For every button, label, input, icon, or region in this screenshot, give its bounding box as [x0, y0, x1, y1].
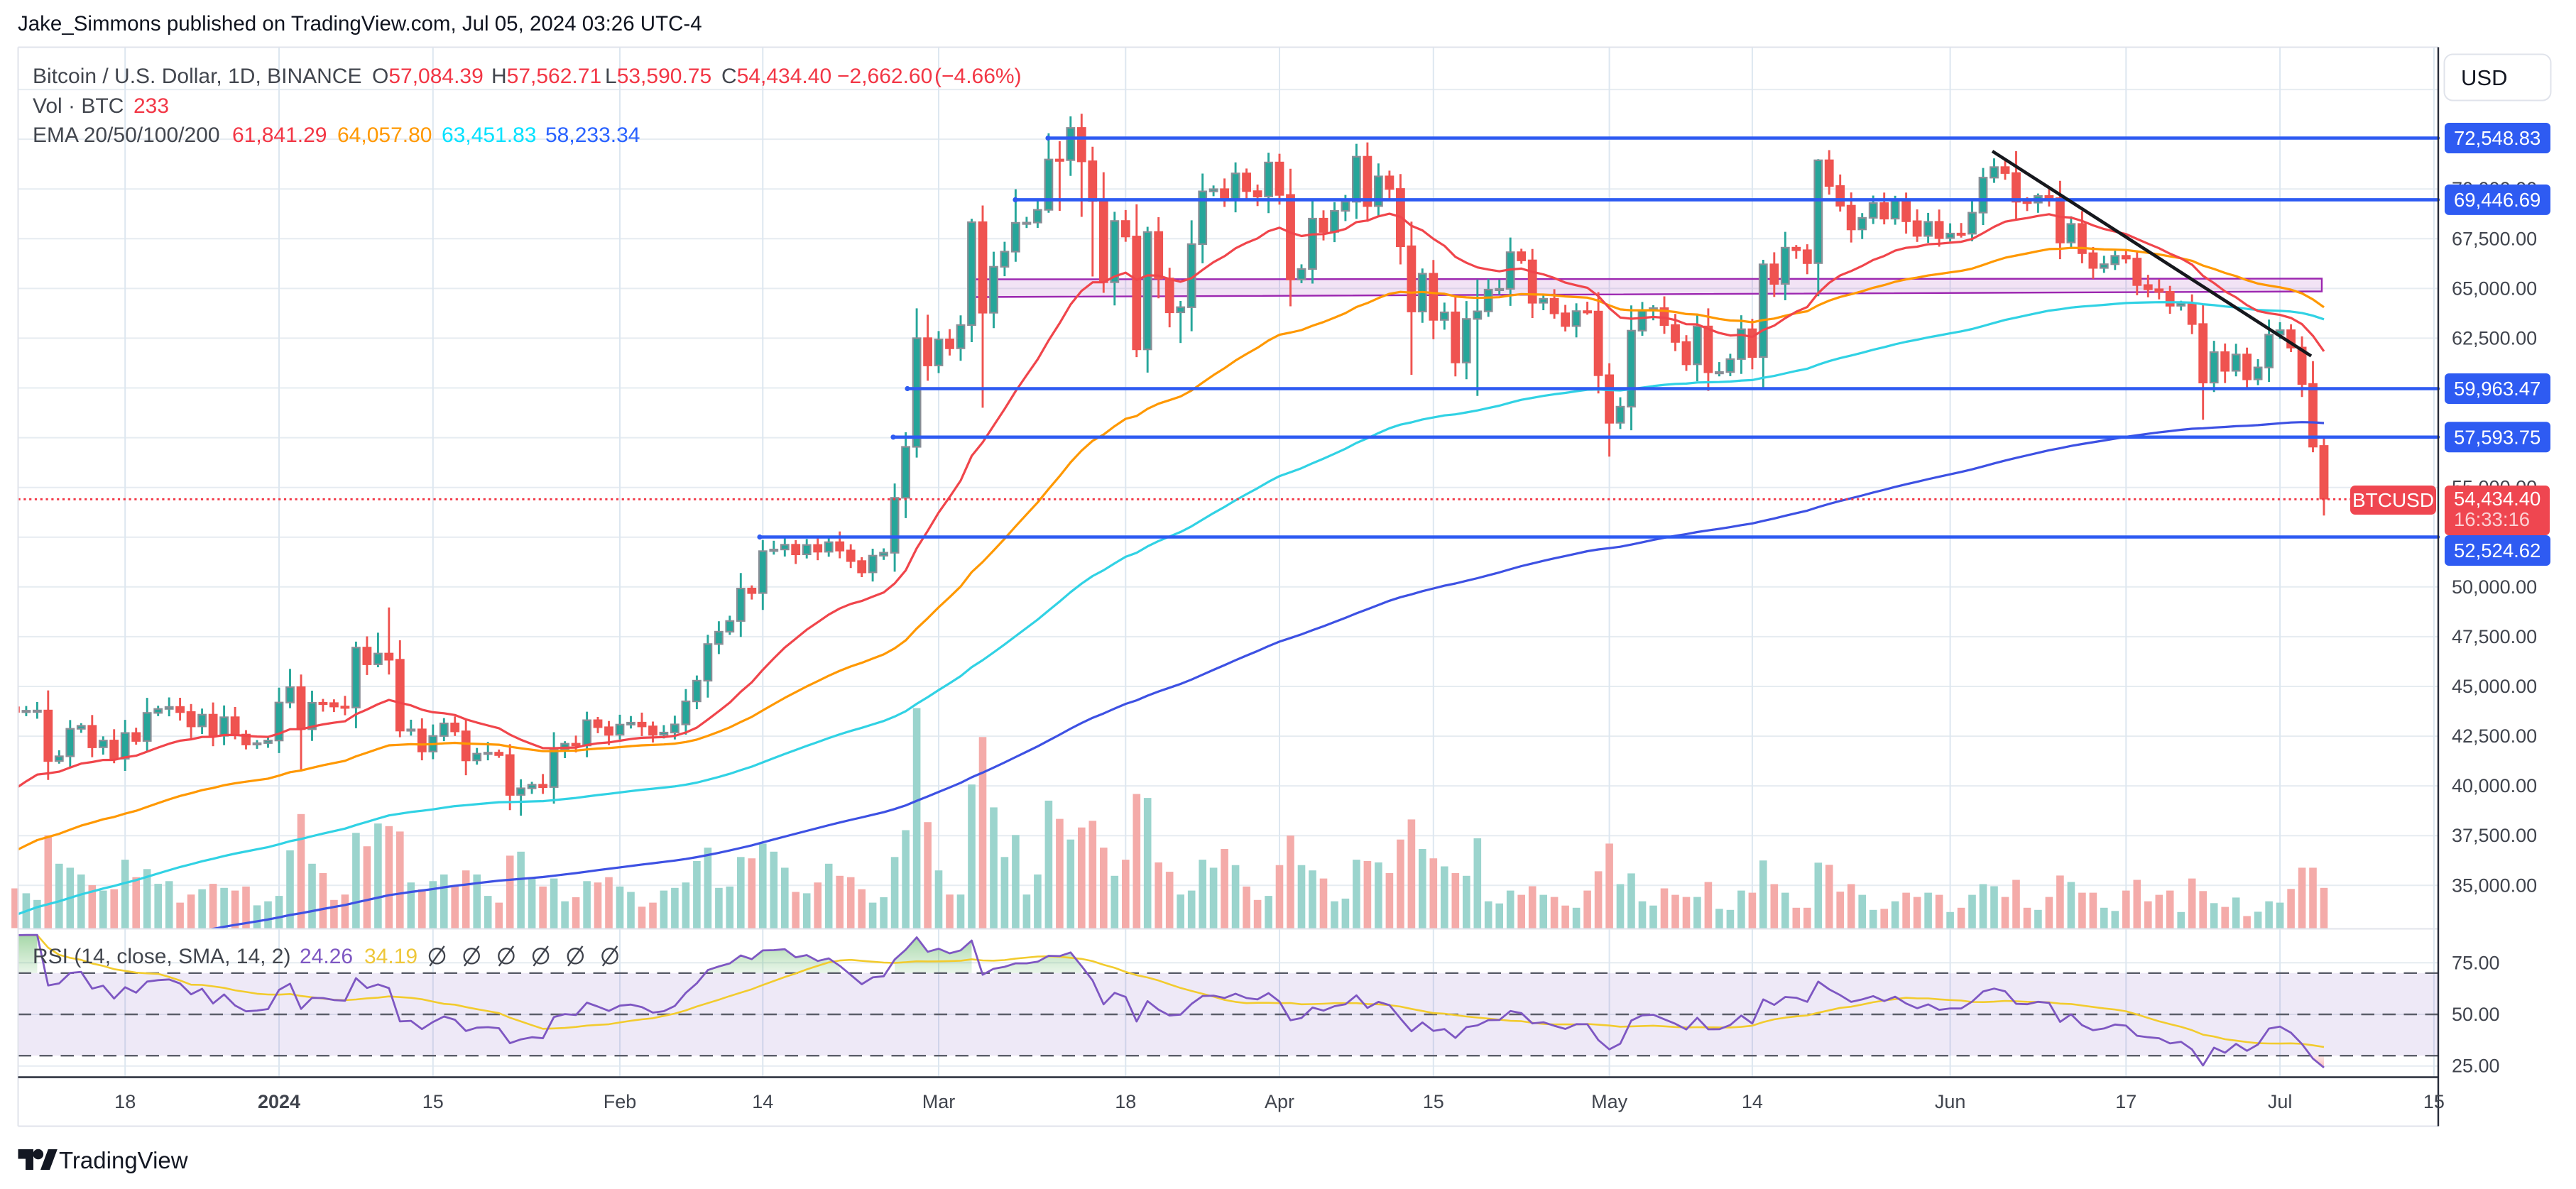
svg-text:−2,662.60: −2,662.60	[837, 65, 932, 88]
svg-text:(−4.66%): (−4.66%)	[934, 65, 1022, 88]
svg-text:18: 18	[1115, 1091, 1136, 1112]
svg-text:54,434.40: 54,434.40	[2454, 488, 2540, 510]
svg-text:Mar: Mar	[922, 1091, 956, 1112]
svg-text:62,500.00: 62,500.00	[2452, 327, 2537, 349]
svg-text:37,500.00: 37,500.00	[2452, 825, 2537, 846]
svg-text:May: May	[1591, 1091, 1628, 1112]
svg-text:L53,590.75: L53,590.75	[605, 65, 711, 88]
svg-text:Jun: Jun	[1935, 1091, 1966, 1112]
svg-text:67,500.00: 67,500.00	[2452, 228, 2537, 249]
svg-text:75.00: 75.00	[2452, 952, 2500, 973]
svg-text:65,000.00: 65,000.00	[2452, 278, 2537, 299]
svg-text:25.00: 25.00	[2452, 1056, 2500, 1077]
svg-text:BTCUSD: BTCUSD	[2352, 489, 2434, 511]
svg-text:72,548.83: 72,548.83	[2454, 127, 2540, 149]
svg-text:59,963.47: 59,963.47	[2454, 378, 2540, 400]
svg-text:Vol · BTC: Vol · BTC	[33, 94, 124, 118]
svg-text:H57,562.71: H57,562.71	[491, 65, 601, 88]
svg-text:Jul: Jul	[2268, 1091, 2293, 1112]
svg-text:45,000.00: 45,000.00	[2452, 676, 2537, 697]
svg-text:57,593.75: 57,593.75	[2454, 426, 2540, 448]
svg-text:C54,434.40: C54,434.40	[721, 65, 831, 88]
svg-text:Apr: Apr	[1265, 1091, 1294, 1112]
svg-text:TradingView: TradingView	[59, 1147, 188, 1173]
svg-text:61,841.29: 61,841.29	[232, 124, 327, 147]
svg-text:40,000.00: 40,000.00	[2452, 775, 2537, 796]
svg-text:34.19: 34.19	[364, 945, 417, 968]
svg-text:14: 14	[752, 1091, 773, 1112]
svg-text:233: 233	[133, 94, 169, 118]
svg-text:EMA 20/50/100/200: EMA 20/50/100/200	[33, 124, 220, 147]
svg-text:Bitcoin / U.S. Dollar, 1D, BIN: Bitcoin / U.S. Dollar, 1D, BINANCE	[33, 65, 361, 88]
svg-text:42,500.00: 42,500.00	[2452, 725, 2537, 747]
svg-text:15: 15	[2423, 1091, 2445, 1112]
svg-text:16:33:16: 16:33:16	[2454, 508, 2530, 530]
svg-text:18: 18	[114, 1091, 136, 1112]
svg-text:24.26: 24.26	[300, 945, 353, 968]
svg-text:2024: 2024	[258, 1091, 300, 1112]
svg-text:50.00: 50.00	[2452, 1004, 2500, 1025]
svg-text:RSI (14, close, SMA, 14, 2): RSI (14, close, SMA, 14, 2)	[33, 945, 290, 968]
svg-text:35,000.00: 35,000.00	[2452, 875, 2537, 896]
svg-text:15: 15	[422, 1091, 444, 1112]
svg-text:Jake_Simmons published on Trad: Jake_Simmons published on TradingView.co…	[18, 12, 702, 35]
svg-text:14: 14	[1742, 1091, 1763, 1112]
svg-text:64,057.80: 64,057.80	[337, 124, 432, 147]
svg-text:17: 17	[2115, 1091, 2136, 1112]
svg-text:50,000.00: 50,000.00	[2452, 576, 2537, 598]
svg-text:47,500.00: 47,500.00	[2452, 626, 2537, 647]
svg-text:15: 15	[1423, 1091, 1444, 1112]
svg-text:USD: USD	[2461, 65, 2507, 90]
svg-text:69,446.69: 69,446.69	[2454, 189, 2540, 211]
svg-text:63,451.83: 63,451.83	[442, 124, 536, 147]
svg-text:52,524.62: 52,524.62	[2454, 539, 2540, 561]
svg-text:58,233.34: 58,233.34	[545, 124, 640, 147]
svg-text:O57,084.39: O57,084.39	[372, 65, 484, 88]
svg-text:Feb: Feb	[604, 1091, 637, 1112]
